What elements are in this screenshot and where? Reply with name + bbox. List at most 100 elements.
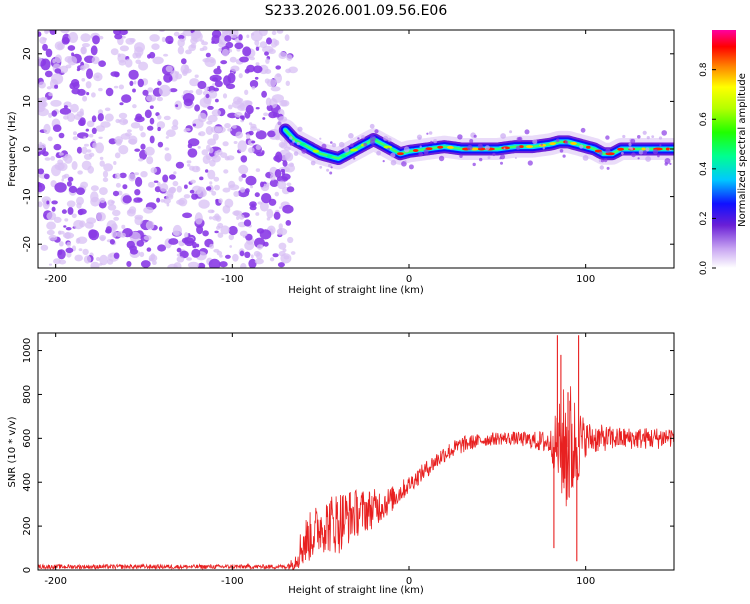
noise-speckle (285, 220, 292, 226)
noise-speckle (144, 146, 155, 156)
noise-speckle (157, 80, 162, 86)
spectrogram-ytick-label: -10 (22, 188, 33, 204)
noise-speckle (250, 30, 263, 42)
signal-fringe (382, 160, 385, 163)
noise-speckle (202, 58, 211, 63)
noise-speckle (86, 92, 90, 96)
noise-speckle (222, 141, 229, 147)
noise-speckle (228, 49, 233, 53)
signal-fringe (310, 160, 316, 166)
noise-speckle (197, 146, 201, 149)
noise-speckle (128, 135, 138, 145)
noise-speckle (286, 186, 295, 193)
noise-speckle (174, 100, 182, 110)
noise-speckle (185, 49, 192, 55)
noise-speckle (140, 143, 146, 150)
noise-speckle (201, 149, 209, 156)
noise-speckle (195, 166, 199, 171)
signal-fringe (579, 144, 584, 149)
colorbar-tick-label: 0.2 (699, 211, 709, 225)
noise-speckle (260, 181, 264, 188)
noise-speckle (192, 123, 197, 127)
noise-speckle (273, 211, 281, 220)
noise-speckle (200, 39, 205, 43)
noise-speckle (221, 30, 230, 35)
signal-fringe (467, 144, 473, 151)
noise-speckle (238, 73, 243, 79)
noise-speckle (79, 117, 86, 126)
noise-speckle (39, 36, 47, 45)
signal-fringe (326, 168, 330, 172)
noise-speckle (146, 156, 154, 165)
snr-ytick-label: 600 (22, 429, 33, 448)
noise-speckle (169, 88, 178, 93)
noise-speckle (43, 97, 48, 101)
noise-speckle (85, 81, 92, 89)
noise-speckle (102, 177, 109, 183)
signal-fringe (390, 159, 397, 166)
noise-speckle (66, 241, 72, 247)
noise-speckle (99, 187, 108, 196)
noise-speckle (134, 116, 145, 123)
signal-fringe (516, 137, 521, 142)
noise-speckle (212, 77, 218, 82)
noise-speckle (176, 253, 181, 257)
noise-speckle (45, 48, 53, 58)
signal-hotspot (412, 149, 419, 152)
noise-speckle (79, 220, 86, 228)
signal-hotspot (526, 145, 533, 149)
noise-speckle (248, 258, 257, 268)
noise-speckle (118, 119, 122, 123)
noise-speckle (218, 198, 223, 204)
noise-speckle (95, 75, 100, 79)
noise-speckle (208, 90, 218, 99)
signal-fringe (651, 135, 655, 139)
signal-fringe (642, 150, 648, 155)
noise-speckle (99, 156, 104, 160)
noise-speckle (153, 180, 159, 183)
noise-speckle (277, 228, 283, 236)
noise-speckle (187, 148, 198, 158)
signal-fringe (622, 134, 626, 139)
signal-fringe (383, 135, 389, 141)
signal-fringe (637, 157, 640, 160)
noise-speckle (281, 100, 290, 107)
noise-speckle (271, 30, 277, 36)
noise-speckle (224, 123, 231, 129)
noise-speckle (239, 115, 244, 119)
signal-fringe (540, 143, 543, 146)
noise-speckle (110, 48, 119, 56)
noise-speckle (82, 95, 88, 102)
noise-speckle (263, 112, 269, 117)
noise-speckle (86, 120, 95, 128)
noise-speckle (176, 247, 182, 253)
signal-hotspot (549, 142, 556, 146)
signal-fringe (459, 154, 463, 158)
noise-speckle (90, 261, 100, 268)
colorbar-label: Normalized spectral amplitude (737, 73, 748, 227)
signal-fringe (645, 156, 651, 162)
noise-speckle (97, 113, 104, 122)
signal-fringe (606, 166, 610, 170)
noise-speckle (227, 128, 233, 132)
signal-hotspot (447, 145, 454, 149)
noise-speckle (208, 258, 221, 268)
noise-speckle (277, 180, 287, 190)
snr-xtick-label: 100 (576, 576, 595, 587)
noise-speckle (220, 60, 228, 65)
noise-speckle (248, 147, 255, 154)
noise-speckle (183, 194, 191, 199)
noise-speckle (190, 179, 196, 184)
signal-hotspot (340, 154, 347, 158)
noise-speckle (62, 232, 75, 239)
noise-speckle (189, 189, 195, 194)
noise-speckle (138, 61, 149, 71)
noise-speckle (244, 100, 253, 106)
spectrogram-image (38, 30, 674, 268)
noise-speckle (51, 200, 58, 205)
noise-speckle (222, 187, 231, 193)
colorbar-tick-label: 0.8 (699, 62, 709, 77)
noise-speckle (46, 229, 55, 236)
noise-speckle (186, 257, 193, 261)
noise-speckle (68, 32, 79, 43)
